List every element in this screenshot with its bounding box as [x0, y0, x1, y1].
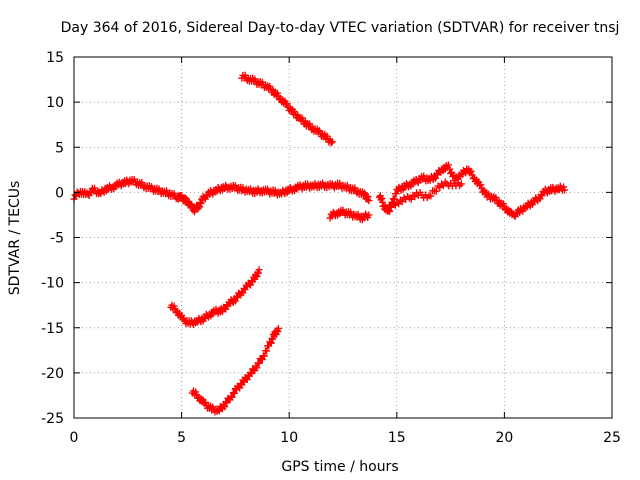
data-point [427, 192, 435, 200]
data-point [263, 347, 271, 355]
x-axis-label: GPS time / hours [281, 459, 398, 475]
data-point [560, 183, 568, 191]
series-late-day-band [376, 161, 569, 221]
y-tick-label: -20 [41, 366, 64, 382]
data-point [365, 211, 373, 219]
data-point [253, 364, 261, 372]
data-point [395, 200, 403, 208]
x-tick-label: 10 [280, 430, 298, 446]
data-point [254, 269, 262, 277]
data-point [378, 194, 386, 202]
data-point [192, 388, 200, 396]
y-tick-label: -25 [41, 411, 64, 427]
data-point [260, 352, 268, 360]
data-point [273, 89, 281, 97]
data-points [70, 71, 569, 416]
data-point [411, 193, 419, 201]
ticks [73, 56, 613, 419]
data-point [291, 108, 299, 116]
data-point [197, 199, 205, 207]
chart-title: Day 364 of 2016, Sidereal Day-to-day VTE… [61, 20, 620, 36]
data-point [266, 82, 274, 90]
data-point [255, 266, 263, 274]
y-axis-label: SDTVAR / TECUs [7, 181, 23, 296]
data-point [221, 403, 229, 411]
series-main-near-zero [70, 175, 373, 216]
y-tick-label: 0 [55, 185, 64, 201]
data-point [323, 132, 331, 140]
data-point [230, 389, 238, 397]
data-point [328, 138, 336, 146]
data-point [436, 183, 444, 191]
x-tick-label: 15 [388, 430, 406, 446]
data-point [365, 197, 373, 205]
data-point [398, 198, 406, 206]
data-point [196, 203, 204, 211]
data-point [170, 302, 178, 310]
y-tick-label: 15 [46, 50, 64, 66]
data-point [492, 193, 500, 201]
data-point [378, 198, 386, 206]
data-point [181, 194, 189, 202]
data-point [253, 273, 261, 281]
series-arc-minus-12 [167, 266, 263, 329]
grid [74, 57, 612, 418]
y-tick-label: 5 [55, 140, 64, 156]
data-point [467, 167, 475, 175]
data-point [258, 356, 266, 364]
data-point [457, 180, 465, 188]
data-point [228, 393, 236, 401]
data-point [255, 359, 263, 367]
data-point [267, 339, 275, 347]
y-tick-label: -10 [41, 276, 64, 292]
y-tick-label: 10 [46, 95, 64, 111]
data-point [327, 139, 335, 147]
data-point [561, 186, 569, 194]
x-tick-label: 20 [495, 430, 513, 446]
tick-labels: 0 5 10 15 20 25 15 10 5 0 -5 -10 -15 -20 -25 [41, 50, 621, 446]
data-point [444, 161, 452, 169]
series-arc-positive [238, 71, 336, 147]
series-arc-minus-22 [188, 324, 282, 416]
x-tick-label: 0 [70, 430, 79, 446]
data-point [364, 193, 372, 201]
y-tick-label: -15 [41, 321, 64, 337]
data-point [477, 181, 485, 189]
y-tick-label: -5 [50, 231, 64, 247]
data-point [432, 187, 440, 195]
data-point [283, 100, 291, 108]
data-point [499, 200, 507, 208]
series-secondary-lower [326, 206, 373, 224]
data-point [407, 195, 415, 203]
data-point [298, 114, 306, 122]
series-late-day-lower [384, 178, 465, 213]
data-point [274, 328, 282, 336]
x-tick-label: 5 [177, 430, 186, 446]
x-tick-label: 25 [603, 430, 621, 446]
data-point [274, 324, 282, 332]
